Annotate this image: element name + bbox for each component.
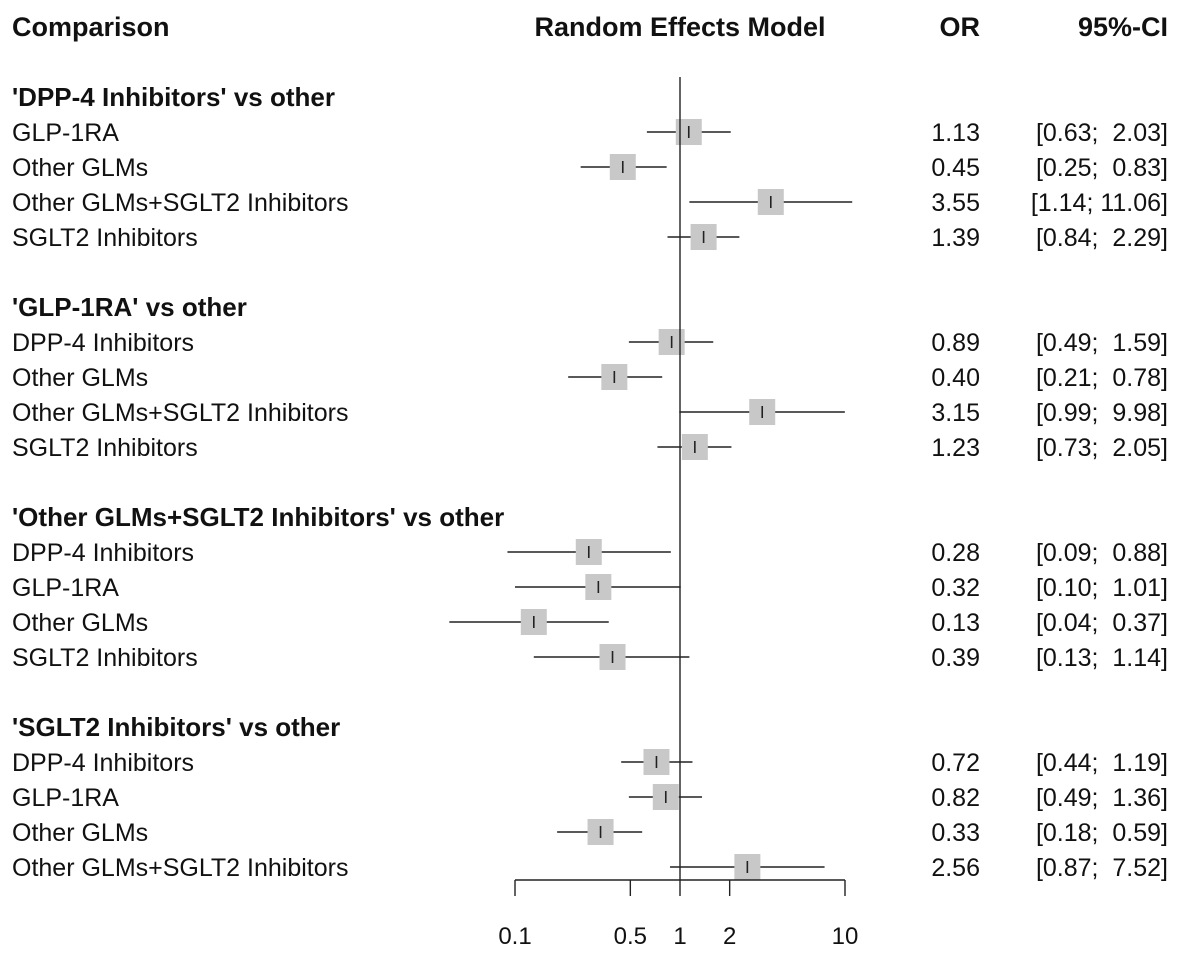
- group-title: 'DPP-4 Inhibitors' vs other: [12, 82, 335, 112]
- plot-layer: 'DPP-4 Inhibitors' vs other GLP-1RA 1.13 [0…: [12, 77, 1168, 950]
- ci-value: [0.04; 0.37]: [1036, 609, 1168, 637]
- row-label: SGLT2 Inhibitors: [12, 644, 198, 672]
- or-value: 0.45: [931, 154, 980, 182]
- group-title: 'GLP-1RA' vs other: [12, 292, 247, 322]
- row-label: Other GLMs: [12, 154, 148, 182]
- row-label: Other GLMs+SGLT2 Inhibitors: [12, 189, 348, 217]
- ci-value: [0.73; 2.05]: [1036, 434, 1168, 462]
- group-title: 'SGLT2 Inhibitors' vs other: [12, 712, 340, 742]
- row-label: SGLT2 Inhibitors: [12, 224, 198, 252]
- or-value: 0.28: [931, 539, 980, 567]
- row-label: Other GLMs+SGLT2 Inhibitors: [12, 399, 348, 427]
- row-label: DPP-4 Inhibitors: [12, 749, 194, 777]
- x-tick-label: 0.5: [614, 923, 647, 950]
- ci-value: [0.49; 1.36]: [1036, 784, 1168, 812]
- header-model: Random Effects Model: [534, 12, 825, 42]
- or-value: 3.15: [931, 399, 980, 427]
- or-value: 0.32: [931, 574, 980, 602]
- header-or: OR: [940, 12, 981, 42]
- ci-value: [0.49; 1.59]: [1036, 329, 1168, 357]
- header-comparison: Comparison: [12, 12, 170, 42]
- or-value: 3.55: [931, 189, 980, 217]
- ci-value: [0.21; 0.78]: [1036, 364, 1168, 392]
- or-value: 0.39: [931, 644, 980, 672]
- x-tick-label: 1: [673, 923, 686, 950]
- or-value: 1.39: [931, 224, 980, 252]
- ci-value: [1.14; 11.06]: [1031, 189, 1168, 217]
- or-value: 0.89: [931, 329, 980, 357]
- ci-value: [0.84; 2.29]: [1036, 224, 1168, 252]
- or-value: 0.40: [931, 364, 980, 392]
- or-value: 0.33: [931, 819, 980, 847]
- row-label: GLP-1RA: [12, 119, 119, 147]
- x-tick-label: 10: [832, 923, 859, 950]
- or-value: 1.23: [931, 434, 980, 462]
- row-label: Other GLMs: [12, 819, 148, 847]
- ci-value: [0.99; 9.98]: [1036, 399, 1168, 427]
- ci-value: [0.09; 0.88]: [1036, 539, 1168, 567]
- x-tick-label: 2: [723, 923, 736, 950]
- row-label: SGLT2 Inhibitors: [12, 434, 198, 462]
- row-label: GLP-1RA: [12, 574, 119, 602]
- ci-value: [0.18; 0.59]: [1036, 819, 1168, 847]
- row-label: Other GLMs: [12, 609, 148, 637]
- row-label: DPP-4 Inhibitors: [12, 539, 194, 567]
- x-tick-label: 0.1: [498, 923, 531, 950]
- row-label: Other GLMs: [12, 364, 148, 392]
- row-label: Other GLMs+SGLT2 Inhibitors: [12, 854, 348, 882]
- header-ci: 95%-CI: [1078, 12, 1168, 42]
- ci-value: [0.25; 0.83]: [1036, 154, 1168, 182]
- ci-value: [0.13; 1.14]: [1036, 644, 1168, 672]
- or-value: 0.72: [931, 749, 980, 777]
- ci-value: [0.10; 1.01]: [1036, 574, 1168, 602]
- group-title: 'Other GLMs+SGLT2 Inhibitors' vs other: [12, 502, 504, 532]
- or-value: 2.56: [931, 854, 980, 882]
- row-label: GLP-1RA: [12, 784, 119, 812]
- or-value: 0.13: [931, 609, 980, 637]
- ci-value: [0.63; 2.03]: [1036, 119, 1168, 147]
- ci-value: [0.87; 7.52]: [1036, 854, 1168, 882]
- or-value: 0.82: [931, 784, 980, 812]
- or-value: 1.13: [931, 119, 980, 147]
- ci-value: [0.44; 1.19]: [1036, 749, 1168, 777]
- row-label: DPP-4 Inhibitors: [12, 329, 194, 357]
